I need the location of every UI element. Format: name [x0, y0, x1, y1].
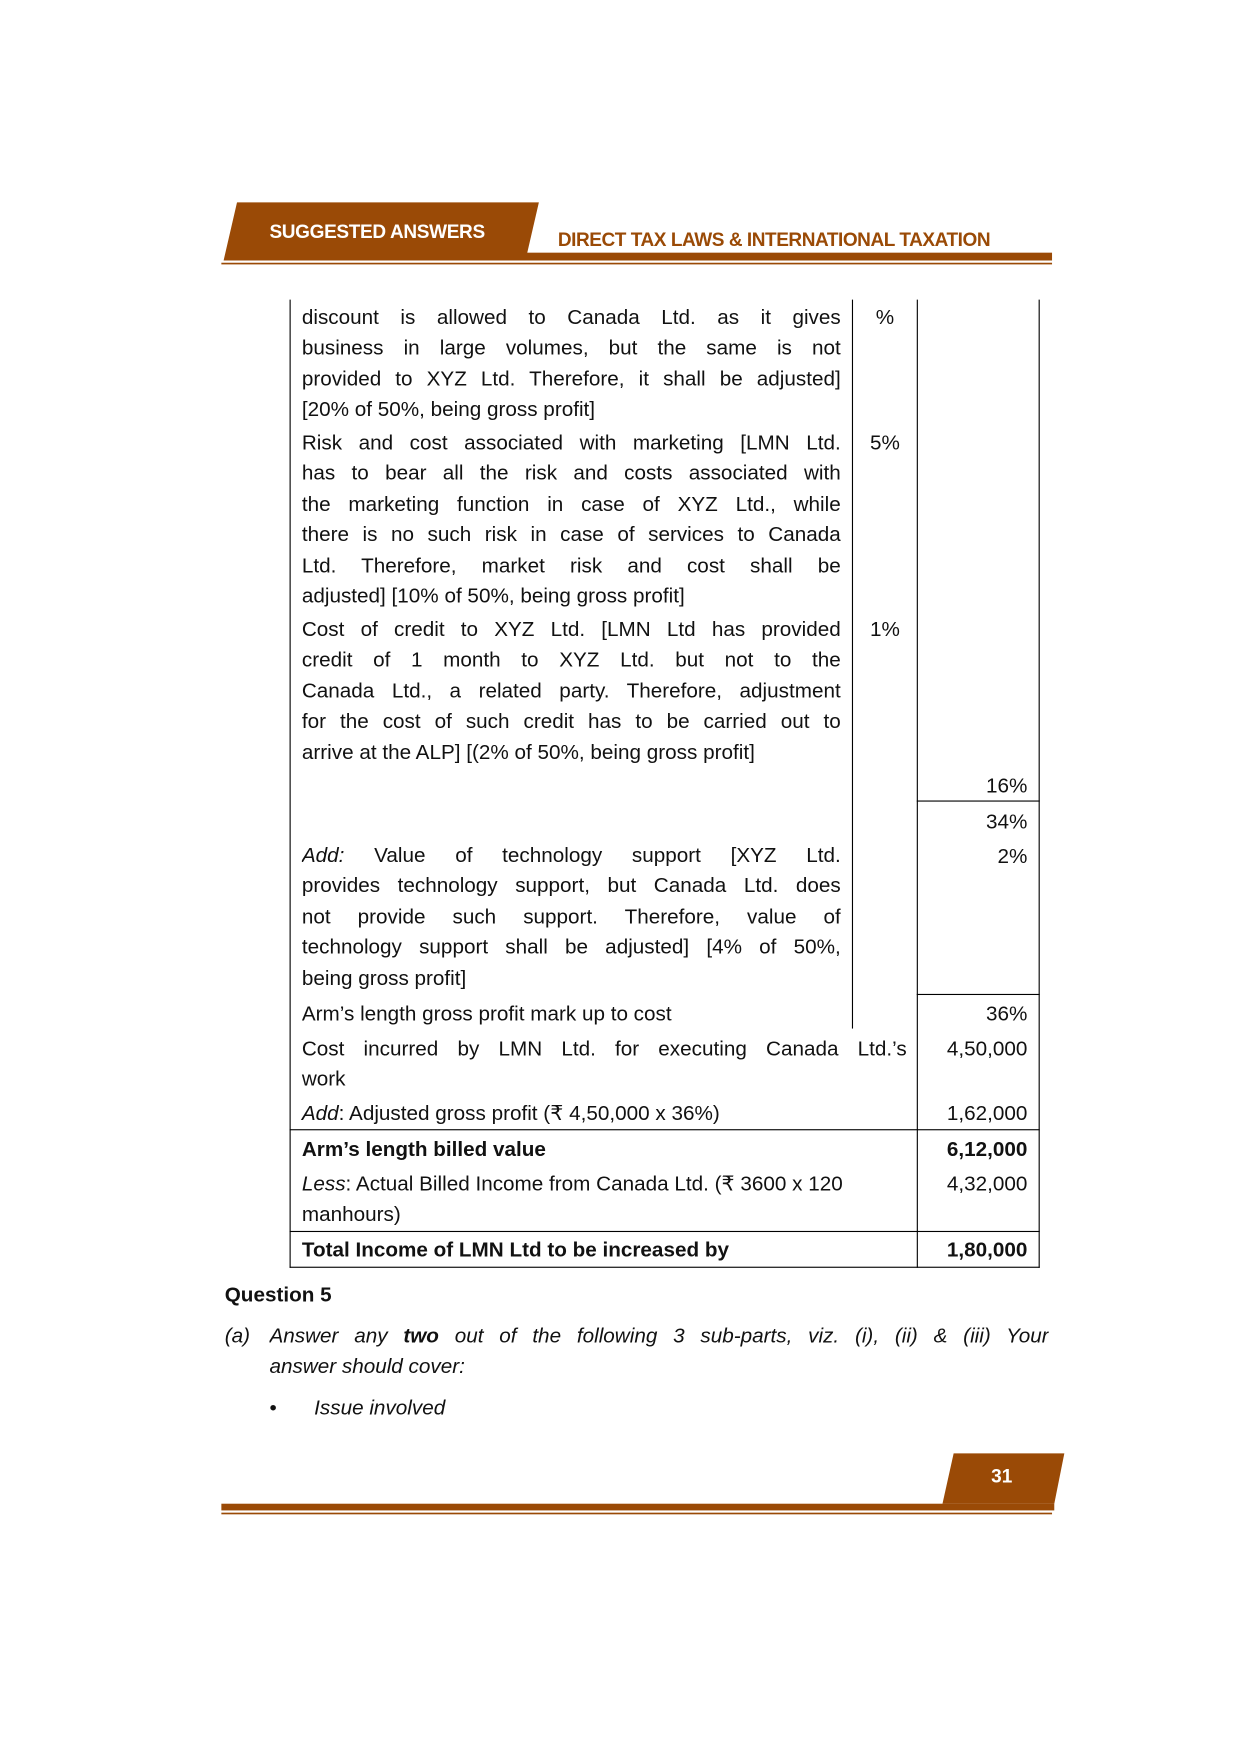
table-bottom-border	[289, 1266, 1040, 1268]
row-percentage: %	[875, 305, 895, 329]
tech-value: 2%	[997, 844, 1028, 868]
header-title: DIRECT TAX LAWS & INTERNATIONAL TAXATION	[557, 229, 991, 251]
row-text-line: business in large volumes, but the same …	[301, 335, 841, 360]
row-text-line: [20% of 50%, being gross profit]	[301, 397, 596, 421]
bullet-icon: •	[269, 1395, 277, 1419]
column-divider	[851, 299, 854, 1029]
less-value: 4,32,000	[946, 1171, 1028, 1196]
row-text-line: Risk and cost associated with marketing …	[301, 430, 841, 454]
cost-line: Cost incurred by LMN Ltd. for executing …	[301, 1036, 907, 1060]
header-tab-label: SUGGESTED ANSWERS	[269, 221, 485, 243]
total-label: Total Income of LMN Ltd to be increased …	[301, 1237, 729, 1262]
row-text-line: arrive at the ALP] [(2% of 50%, being gr…	[301, 739, 755, 764]
row-text-line: credit of 1 month to XYZ Ltd. but not to…	[301, 647, 841, 672]
part-label: (a)	[224, 1323, 251, 1348]
row-text-line: Cost of credit to XYZ Ltd. [LMN Ltd has …	[301, 617, 841, 641]
row-text-line: adjusted] [10% of 50%, being gross profi…	[301, 583, 685, 608]
row-percentage: 5%	[869, 430, 900, 454]
row-text-line: has to bear all the risk and costs assoc…	[301, 461, 841, 485]
markup-value: 36%	[986, 1001, 1028, 1026]
row-divider	[289, 1230, 1040, 1233]
row-text-line: provided to XYZ Ltd. Therefore, it shall…	[301, 366, 841, 390]
bullet-item: Issue involved	[314, 1395, 446, 1419]
question-heading: Question 5	[224, 1282, 332, 1306]
subtotal-line	[916, 800, 1040, 802]
page-number: 31	[991, 1465, 1013, 1487]
question-text-line: answer should cover:	[269, 1353, 465, 1378]
adjusted-label: Add: Adjusted gross profit (₹ 4,50,000 x…	[301, 1101, 720, 1125]
billed-label: Arm’s length billed value	[301, 1137, 546, 1161]
row-text-line: the marketing function in case of XYZ Lt…	[301, 491, 841, 516]
markup-label: Arm’s length gross profit mark up to cos…	[301, 1001, 672, 1026]
add-tech-line: technology support shall be adjusted] [4…	[301, 934, 841, 959]
question-text-line: Answer any two out of the following 3 su…	[269, 1323, 1049, 1348]
row-divider	[289, 1129, 1040, 1131]
row-text-line: discount is allowed to Canada Ltd. as it…	[301, 305, 841, 329]
footer-banner	[221, 1453, 1065, 1515]
subtotal-value: 16%	[986, 773, 1028, 798]
add-tech-line: being gross profit]	[301, 965, 467, 989]
cost-line: work	[301, 1066, 346, 1091]
row-text-line: Canada Ltd., a related party. Therefore,…	[301, 678, 841, 702]
add-tech-line: provides technology support, but Canada …	[301, 873, 841, 898]
cost-value: 4,50,000	[946, 1036, 1028, 1060]
net-value: 34%	[986, 809, 1028, 833]
row-percentage: 1%	[869, 617, 900, 641]
subtotal-line	[916, 993, 1040, 996]
add-prefix: Add:	[301, 842, 345, 867]
table-left-border	[289, 299, 291, 1268]
column-divider	[916, 299, 918, 1268]
adjusted-value: 1,62,000	[946, 1101, 1028, 1125]
table-right-border	[1038, 299, 1040, 1268]
header-banner	[221, 202, 1053, 265]
row-text-line: for the cost of such credit has to be ca…	[301, 709, 841, 733]
add-tech-line: not provide such support. Therefore, val…	[301, 904, 841, 928]
less-label-cont: manhours)	[301, 1201, 401, 1226]
row-text-line: there is no such risk in case of service…	[301, 522, 841, 546]
add-tech-line: Add: Value of technology support [XYZ Lt…	[301, 842, 841, 867]
less-label: Less: Actual Billed Income from Canada L…	[301, 1171, 843, 1196]
billed-value: 6,12,000	[946, 1137, 1028, 1161]
total-value: 1,80,000	[946, 1237, 1028, 1262]
row-text-line: Ltd. Therefore, market risk and cost sha…	[301, 552, 841, 577]
